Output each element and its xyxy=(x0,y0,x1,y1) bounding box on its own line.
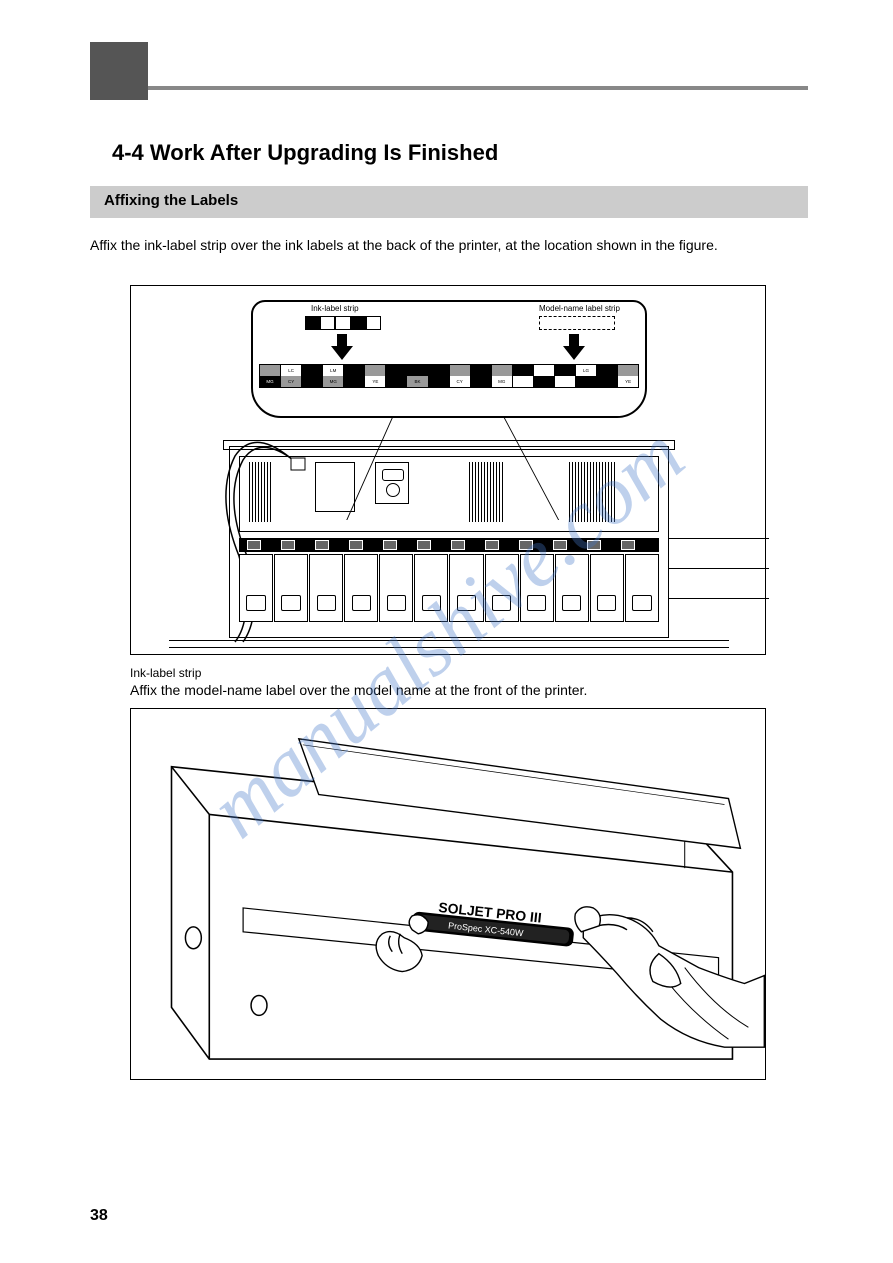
cartridge-slot xyxy=(520,554,554,622)
ink-cell: CY xyxy=(450,365,471,387)
figure-caption: Ink-label strip xyxy=(130,666,201,680)
ink-cell xyxy=(344,365,365,387)
cartridge-slot xyxy=(309,554,343,622)
cartridge-slot xyxy=(555,554,589,622)
ink-cell xyxy=(555,365,576,387)
ink-cell xyxy=(597,365,618,387)
printer-rear-illustration xyxy=(229,446,669,638)
ink-cell: BK xyxy=(407,365,428,387)
ink-cell: YE xyxy=(365,365,386,387)
ink-cell: LCCY xyxy=(281,365,302,387)
cartridge-slot xyxy=(379,554,413,622)
ink-label-strip-row: MGLCCYLMMGYEBKCYMGLGYE xyxy=(259,364,639,388)
intro-paragraph: Affix the ink-label strip over the ink l… xyxy=(90,236,808,256)
cartridge-slot xyxy=(344,554,378,622)
ink-strip-sample xyxy=(305,316,381,330)
model-strip-sample xyxy=(539,316,615,330)
ink-strip-label: Ink-label strip xyxy=(311,304,359,313)
ink-cell xyxy=(471,365,492,387)
ink-cell xyxy=(534,365,555,387)
arrow-down-icon xyxy=(331,334,353,360)
model-strip-label: Model-name label strip xyxy=(539,304,620,313)
corner-mark xyxy=(90,42,148,100)
section-heading: 4-4 Work After Upgrading Is Finished xyxy=(112,140,498,166)
cartridge-slot xyxy=(485,554,519,622)
model-label-paragraph: Affix the model-name label over the mode… xyxy=(130,682,587,698)
figure-model-label: SOLJET PRO III ProSpec XC-540W xyxy=(130,708,766,1080)
cartridge-slot xyxy=(414,554,448,622)
ink-cell xyxy=(429,365,450,387)
ink-cell: YE xyxy=(618,365,638,387)
ink-cell xyxy=(386,365,407,387)
cartridge-slot xyxy=(590,554,624,622)
cartridge-row xyxy=(239,554,659,622)
cartridge-slot xyxy=(449,554,483,622)
arrow-down-icon xyxy=(563,334,585,360)
ink-cell xyxy=(513,365,534,387)
ink-cell xyxy=(302,365,323,387)
ink-cell: MG xyxy=(260,365,281,387)
ink-cell: LMMG xyxy=(323,365,344,387)
subsection-title: Affixing the Labels xyxy=(104,192,238,209)
cartridge-slot xyxy=(625,554,659,622)
ink-cell: MG xyxy=(492,365,513,387)
cartridge-slot xyxy=(274,554,308,622)
ink-cell: LG xyxy=(576,365,597,387)
cartridge-slot xyxy=(239,554,273,622)
page-number: 38 xyxy=(90,1207,108,1225)
figure-ink-label: Ink-label strip Model-name label strip M… xyxy=(130,285,766,655)
